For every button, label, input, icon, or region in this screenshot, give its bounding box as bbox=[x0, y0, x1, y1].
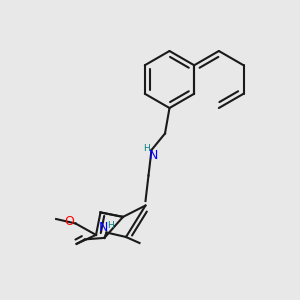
Text: H: H bbox=[143, 144, 149, 153]
Text: O: O bbox=[64, 214, 74, 228]
Text: N: N bbox=[148, 149, 158, 162]
Text: H: H bbox=[107, 220, 114, 230]
Text: N: N bbox=[99, 220, 108, 234]
